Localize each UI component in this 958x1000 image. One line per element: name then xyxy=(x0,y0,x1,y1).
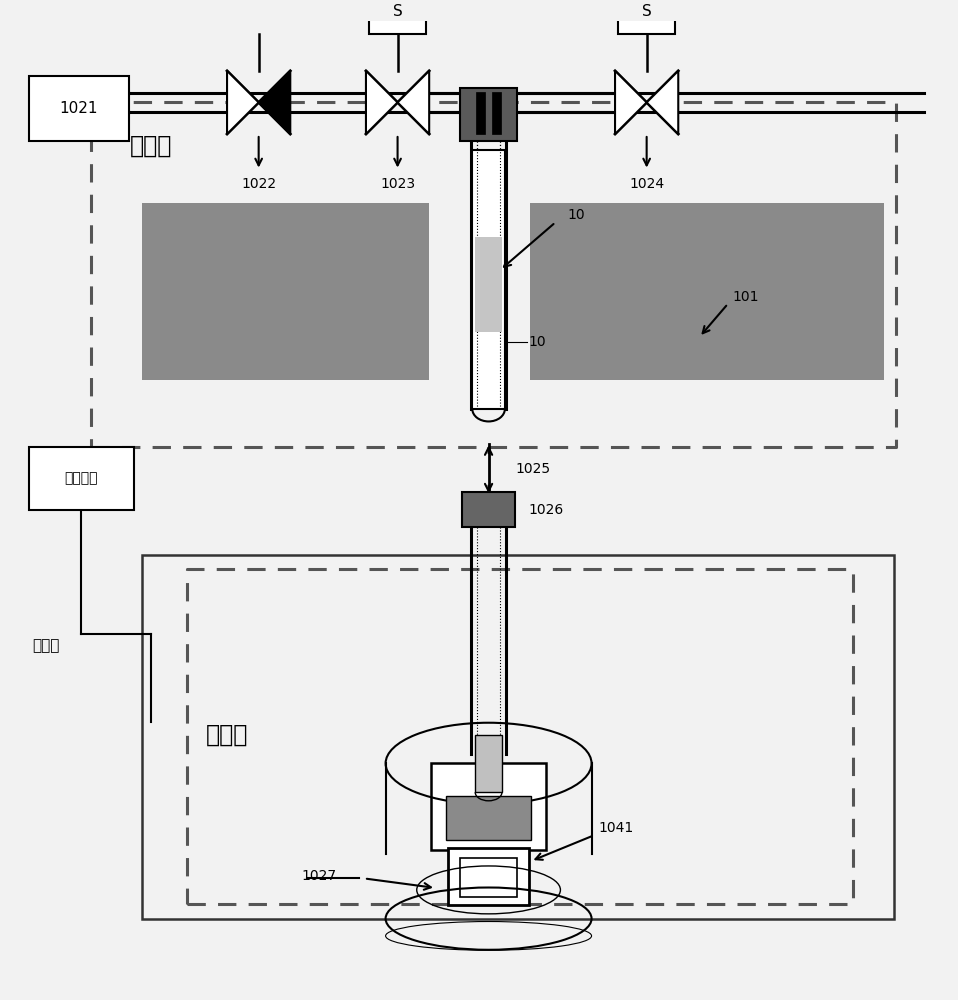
Bar xyxy=(142,203,429,380)
Text: 1026: 1026 xyxy=(529,503,564,517)
Bar xyxy=(29,76,129,141)
Text: S: S xyxy=(393,4,402,19)
Bar xyxy=(618,0,675,34)
Text: 10: 10 xyxy=(567,208,584,222)
Bar xyxy=(462,492,515,527)
Text: S: S xyxy=(642,4,651,19)
Text: 极化区: 极化区 xyxy=(129,134,171,158)
Text: 1024: 1024 xyxy=(629,177,664,191)
Bar xyxy=(530,203,884,380)
Bar xyxy=(475,237,502,332)
Polygon shape xyxy=(227,71,259,134)
Bar xyxy=(475,735,502,792)
Text: 1041: 1041 xyxy=(599,821,634,835)
Bar xyxy=(369,0,426,34)
Text: 1027: 1027 xyxy=(302,869,337,883)
Text: 终端设备: 终端设备 xyxy=(65,471,98,485)
Polygon shape xyxy=(366,71,398,134)
Bar xyxy=(29,447,134,510)
Polygon shape xyxy=(259,71,290,134)
Polygon shape xyxy=(615,71,647,134)
Bar xyxy=(460,858,517,897)
Bar xyxy=(460,88,517,141)
Text: 1021: 1021 xyxy=(59,101,99,116)
Text: 101: 101 xyxy=(733,290,760,304)
Text: 1022: 1022 xyxy=(241,177,276,191)
Bar xyxy=(492,92,501,134)
Text: 10: 10 xyxy=(529,335,546,349)
Bar xyxy=(446,796,531,840)
Text: 直流源: 直流源 xyxy=(33,638,60,653)
Bar xyxy=(476,92,485,134)
Bar xyxy=(431,763,546,850)
Polygon shape xyxy=(647,71,678,134)
Text: 1025: 1025 xyxy=(515,462,551,476)
Bar xyxy=(448,848,529,905)
Text: 1023: 1023 xyxy=(380,177,415,191)
Polygon shape xyxy=(398,71,429,134)
Text: 探测区: 探测区 xyxy=(206,723,248,747)
Bar xyxy=(142,555,894,919)
Bar xyxy=(472,150,505,409)
